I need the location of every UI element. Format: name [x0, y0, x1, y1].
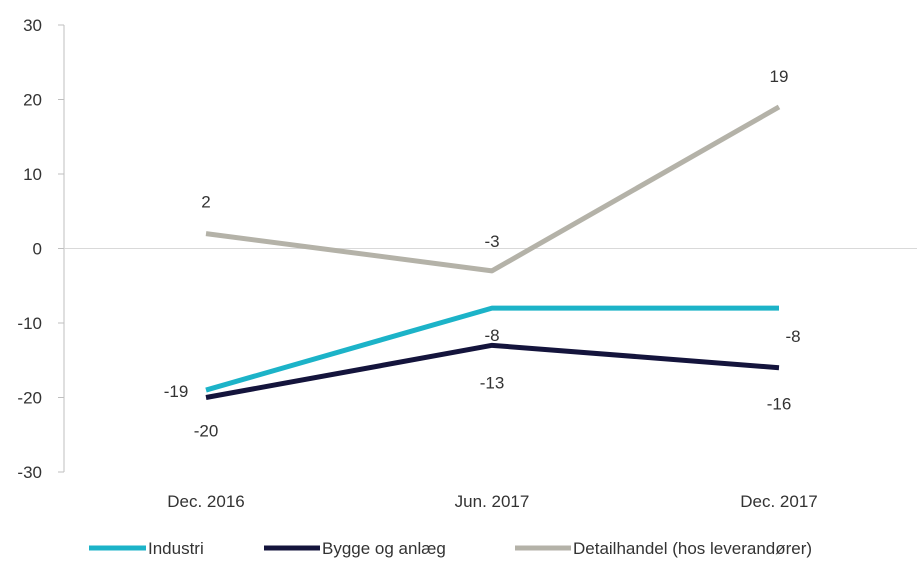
legend-label: Industri	[148, 539, 204, 558]
series-line	[205, 305, 779, 393]
legend-label: Bygge og anlæg	[322, 539, 446, 558]
legend: Industri Bygge og anlæg Detailhandel (hos …	[89, 539, 812, 558]
data-label: -8	[484, 326, 499, 345]
series-line	[205, 104, 781, 274]
axes: -30 -20 -10 0 10 20 30 Dec. 2016 Jun. 2017 Dec. 2…	[17, 16, 917, 511]
y-tick-label: -10	[17, 314, 42, 333]
x-tick-label: Dec. 2017	[740, 492, 818, 511]
x-tick-label: Jun. 2017	[455, 492, 530, 511]
y-tick-label: 10	[23, 165, 42, 184]
legend-item: Detailhandel (hos leverandører)	[515, 539, 812, 558]
y-tick-label: -30	[17, 463, 42, 482]
data-label: -8	[785, 327, 800, 346]
data-label: -16	[767, 395, 792, 414]
data-label: 19	[770, 67, 789, 86]
y-tick-label: -20	[17, 389, 42, 408]
legend-item: Industri	[89, 539, 204, 558]
series-line	[205, 342, 780, 400]
x-tick-label: Dec. 2016	[167, 492, 245, 511]
data-label: -19	[164, 382, 189, 401]
y-tick-label: 0	[33, 240, 42, 259]
data-label: -20	[194, 422, 219, 441]
data-label: -3	[484, 232, 499, 251]
y-tick-label: 20	[23, 91, 42, 110]
y-tick-label: 30	[23, 16, 42, 35]
legend-item: Bygge og anlæg	[264, 539, 446, 558]
series-lines	[205, 104, 781, 400]
data-label: -13	[480, 373, 505, 392]
data-label: 2	[201, 193, 210, 212]
legend-label: Detailhandel (hos leverandører)	[573, 539, 812, 558]
data-labels: -19 -8 -8 -20 -13 -16 2 -3 19	[164, 67, 801, 441]
